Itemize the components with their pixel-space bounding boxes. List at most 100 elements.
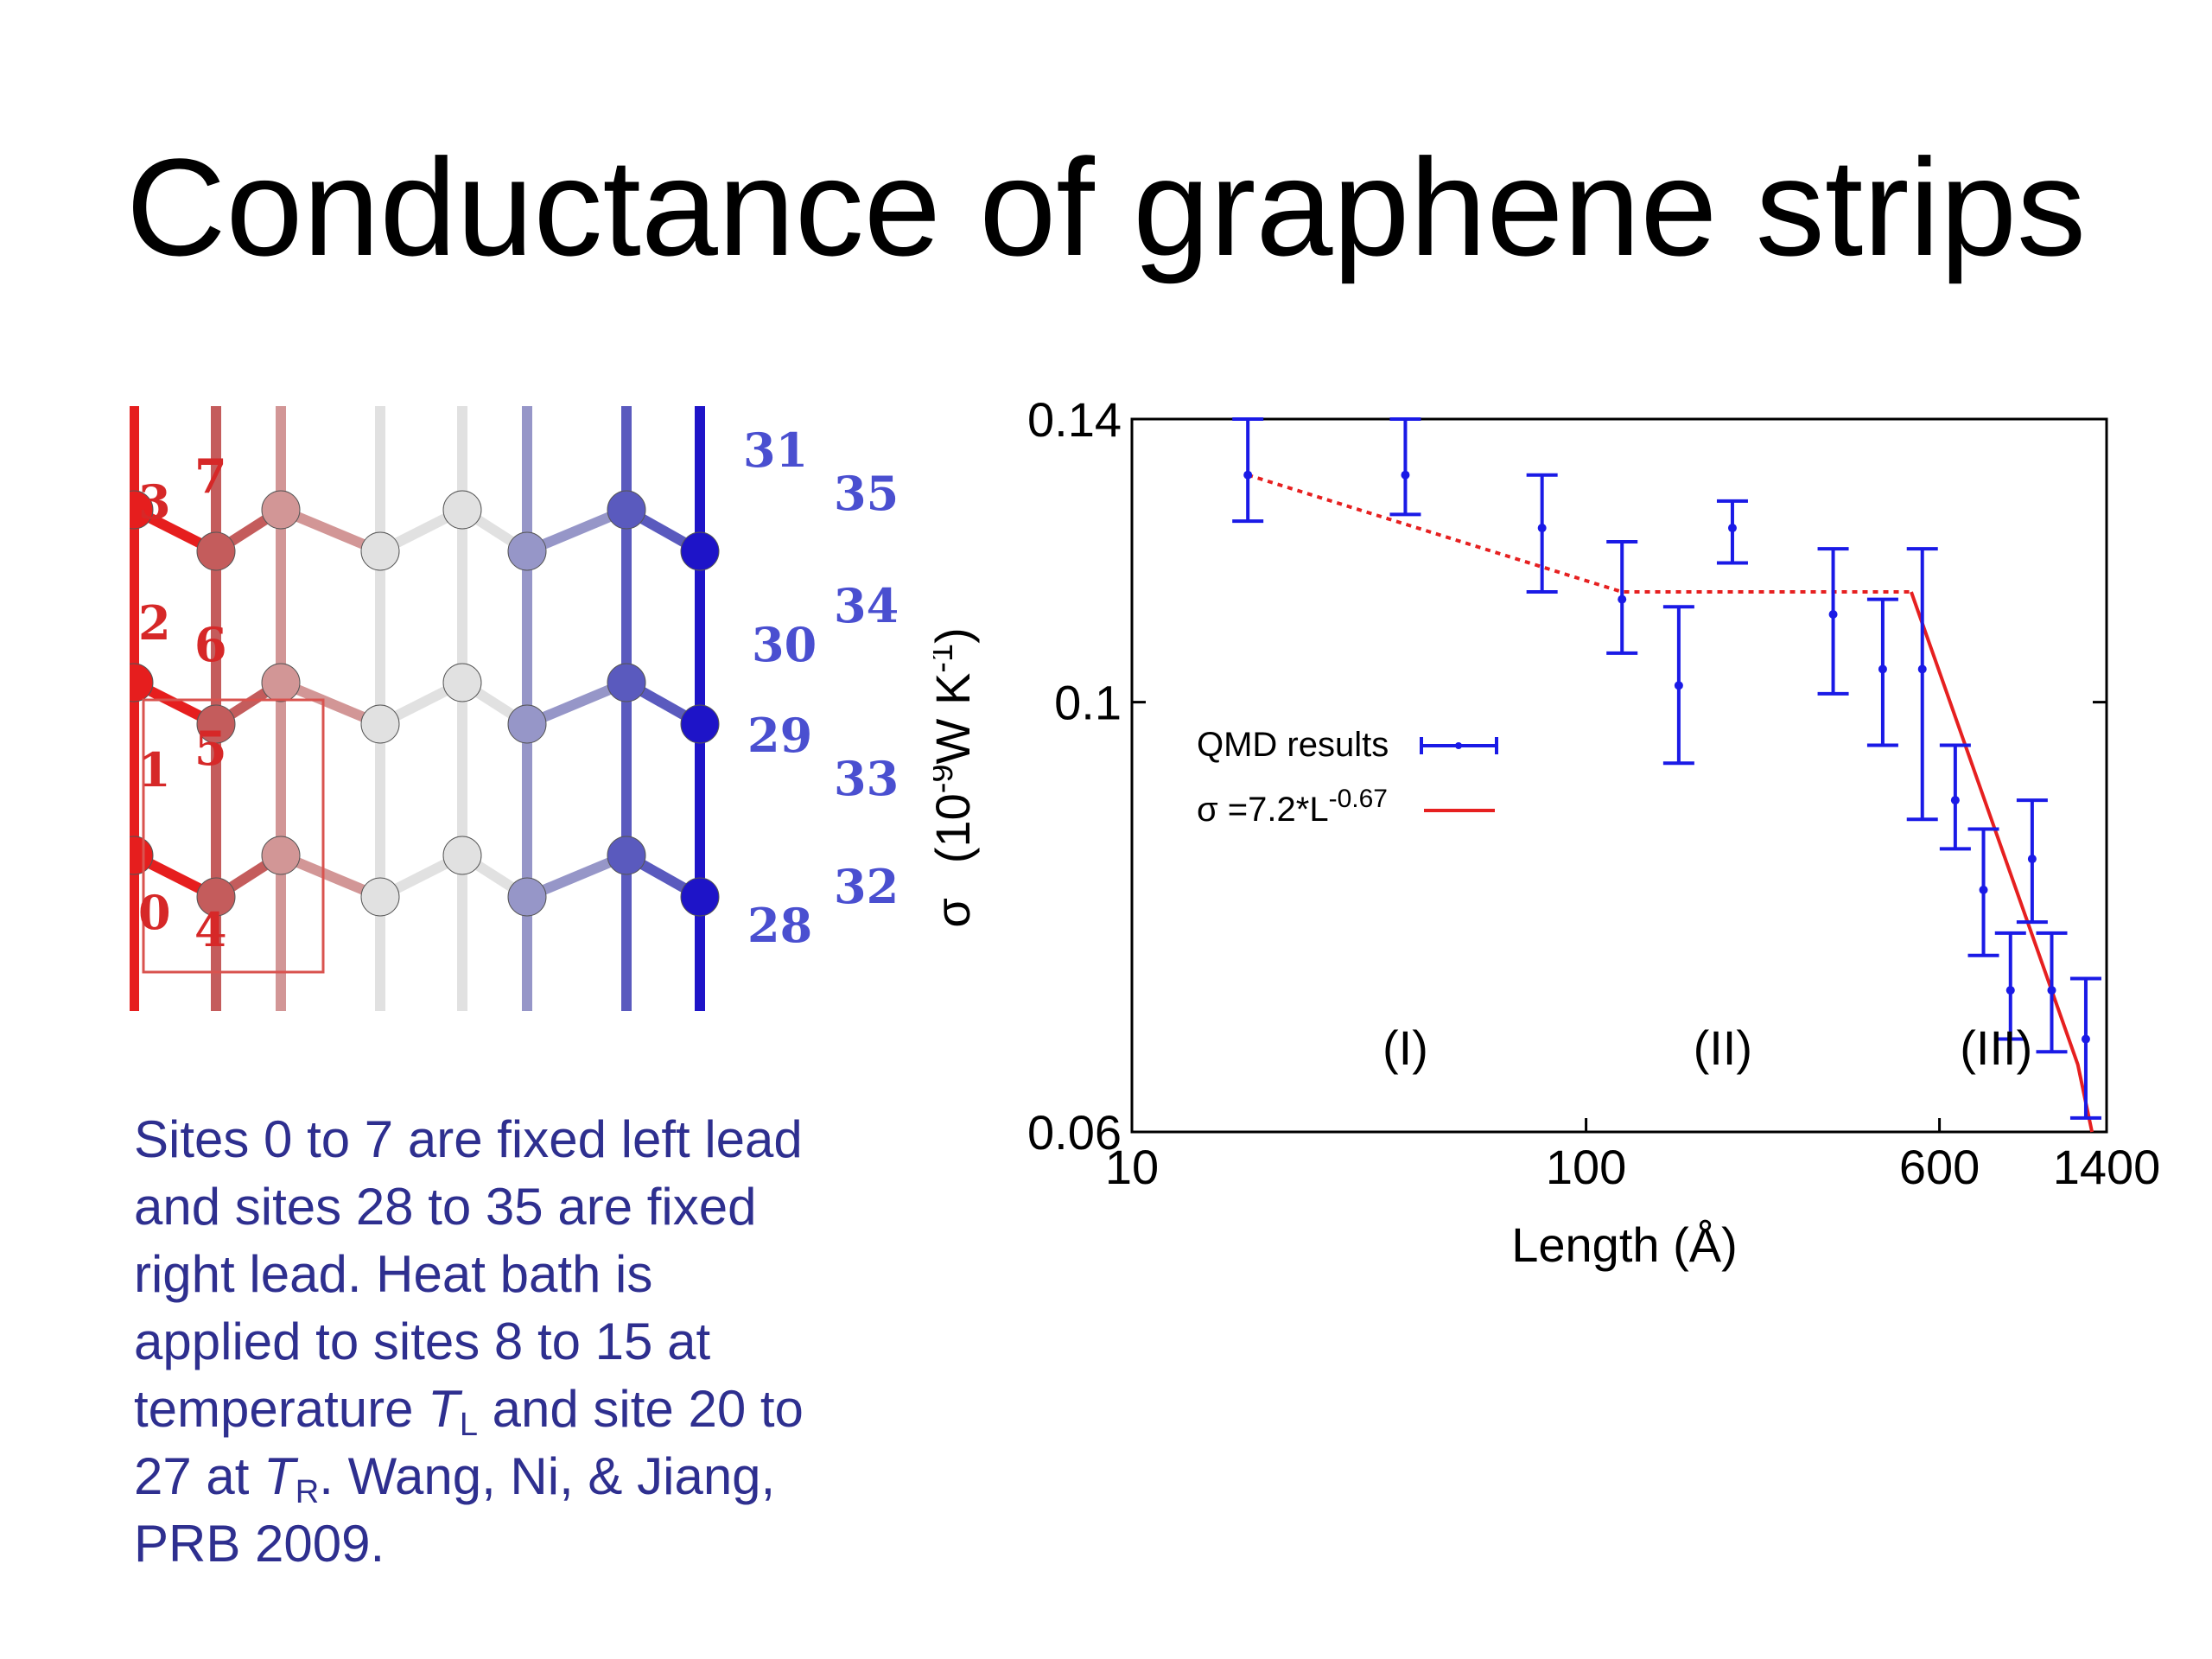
lattice-atom <box>196 704 236 744</box>
unit-cell-box <box>142 698 325 974</box>
description-line: PRB 2009. <box>134 1515 385 1573</box>
description-line: applied to sites 8 to 15 at <box>134 1313 711 1370</box>
plot-frame <box>1130 417 2108 1134</box>
axis-ticks: 10 100 600 1400 0.06 0.1 0.14 <box>1027 392 2160 1194</box>
data-point <box>1618 594 1627 604</box>
legend-swatch-dot <box>1455 742 1462 749</box>
legend: QMD results σ =7.2*L-0.67 <box>1197 726 1498 829</box>
graphene-lattice-diagram: 3 7 2 6 1 5 0 4 31 35 34 30 29 33 32 28 <box>130 406 899 1011</box>
lattice-atom <box>130 836 154 875</box>
data-point <box>1828 610 1838 620</box>
site-label-left: 2 <box>138 595 171 651</box>
data-point <box>1878 664 1887 674</box>
lattice-atom <box>607 490 646 530</box>
lattice-atom <box>196 877 236 917</box>
x-tick-label: 100 <box>1546 1140 1626 1194</box>
data-point <box>2027 855 2037 864</box>
temperature-symbol: T <box>264 1447 296 1505</box>
x-tick-label: 1400 <box>2053 1140 2161 1194</box>
description-line: and site 20 to <box>477 1380 804 1438</box>
y-label-units: (10 <box>933 793 980 863</box>
site-label-right: 28 <box>747 898 812 953</box>
lattice-atom <box>360 704 400 744</box>
site-label-left: 3 <box>138 474 171 530</box>
y-tick-label: 0.14 <box>1027 392 1122 447</box>
site-label-left: 1 <box>138 742 171 798</box>
lattice-atom <box>442 663 482 702</box>
y-label-sigma: σ <box>933 898 980 928</box>
y-label-units-mid: W K <box>933 673 980 765</box>
lattice-atom <box>360 531 400 571</box>
lattice-atom <box>607 663 646 702</box>
data-point <box>1401 470 1410 480</box>
lattice-atom <box>360 877 400 917</box>
lattice-atom <box>680 877 720 917</box>
description-line: and sites 28 to 35 are fixed <box>134 1178 757 1236</box>
legend-fit-main: σ =7.2*L <box>1197 791 1329 829</box>
temperature-symbol: T <box>428 1380 460 1438</box>
site-label-left: 6 <box>194 617 227 672</box>
lattice-atom <box>442 836 482 875</box>
site-label-right: 34 <box>834 578 899 633</box>
lattice-atom <box>507 704 547 744</box>
x-tick-label: 10 <box>1105 1140 1159 1194</box>
description-text: Sites 0 to 7 are fixed left lead and sit… <box>134 1106 894 1578</box>
y-label-exp2: -1 <box>933 644 960 673</box>
y-label-exp: -9 <box>933 764 960 793</box>
lattice-atom <box>261 663 301 702</box>
conductance-chart: 10 100 600 1400 0.06 0.1 0.14 (I) (II) (III) QMD… <box>933 392 2160 1272</box>
site-label-left: 5 <box>194 721 227 776</box>
y-tick-label: 0.06 <box>1027 1105 1122 1160</box>
trend-dotted-line <box>1247 473 1911 594</box>
site-label-left: 7 <box>194 448 227 504</box>
data-point <box>1979 885 1988 894</box>
data-point <box>1950 796 1960 805</box>
description-line: 27 at <box>134 1447 264 1505</box>
site-label-right: 35 <box>834 466 899 521</box>
lattice-atom <box>196 531 236 571</box>
data-point <box>1674 681 1683 690</box>
legend-label-qmd: QMD results <box>1197 726 1389 764</box>
y-axis-label: σ (10-9W K-1) <box>933 627 980 928</box>
lattice-atom <box>507 531 547 571</box>
legend-label-fit: σ =7.2*L-0.67 <box>1197 785 1388 829</box>
y-label-close: ) <box>933 627 980 644</box>
data-point <box>1537 524 1547 533</box>
page-title: Conductance of graphene strips <box>125 130 2087 284</box>
description-line: right lead. Heat bath is <box>134 1245 653 1303</box>
site-label-left: 0 <box>138 885 171 940</box>
site-label-right: 31 <box>743 423 808 478</box>
temperature-subscript: L <box>459 1407 478 1443</box>
temperature-subscript: R <box>295 1474 320 1510</box>
lattice-atoms <box>130 490 720 917</box>
site-label-left: 4 <box>194 902 227 957</box>
data-point <box>2005 986 2015 995</box>
description-line: temperature <box>134 1380 429 1438</box>
site-label-right: 33 <box>834 751 899 806</box>
lattice-atom <box>680 704 720 744</box>
description-line: Sites 0 to 7 are fixed left lead <box>134 1110 803 1168</box>
region-labels: (I) (II) (III) <box>1382 1020 2032 1075</box>
data-point <box>2047 986 2056 995</box>
site-label-right: 29 <box>747 708 812 763</box>
data-points <box>1232 417 2101 1120</box>
lattice-atom <box>130 663 154 702</box>
data-point <box>1917 664 1927 674</box>
x-tick-label: 600 <box>1899 1140 1980 1194</box>
site-label-right: 32 <box>834 859 899 914</box>
lattice-atom <box>261 836 301 875</box>
lattice-atom <box>607 836 646 875</box>
lattice-atom <box>680 531 720 571</box>
description-line: . Wang, Ni, & Jiang, <box>319 1447 776 1505</box>
lattice-atom <box>261 490 301 530</box>
lattice-labels: 3 7 2 6 1 5 0 4 31 35 34 30 29 33 32 28 <box>138 423 899 957</box>
lattice-atom <box>130 490 154 530</box>
y-tick-label: 0.1 <box>1054 676 1122 730</box>
svg-text:σ(10-9W K-1): σ (10-9W K-1) <box>933 627 980 928</box>
x-axis-label: Length (Å) <box>1511 1217 1738 1272</box>
data-point <box>1727 524 1737 533</box>
lattice-atom <box>507 877 547 917</box>
legend-fit-exponent: -0.67 <box>1329 785 1388 813</box>
lattice-atom <box>442 490 482 530</box>
data-point <box>2081 1034 2090 1044</box>
